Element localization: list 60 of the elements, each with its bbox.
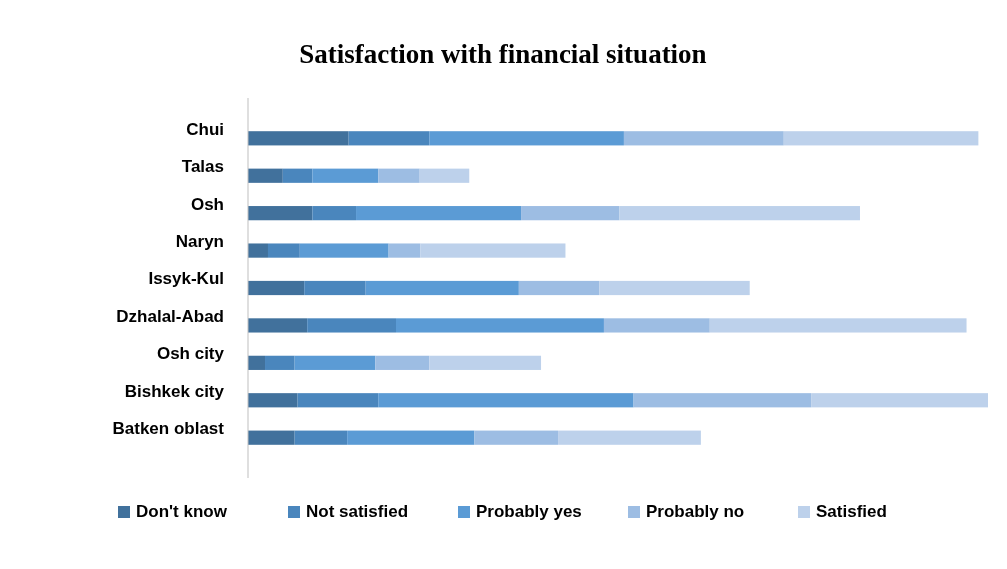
bar bbox=[265, 355, 295, 370]
y-tick-label: Bishkek city bbox=[124, 381, 225, 401]
bar bbox=[378, 393, 634, 408]
legend-label: Don't know bbox=[136, 502, 228, 522]
bar bbox=[558, 430, 701, 445]
y-tick-label: Naryn bbox=[175, 232, 224, 252]
bar bbox=[623, 131, 784, 146]
bar bbox=[248, 168, 283, 183]
bar bbox=[348, 131, 430, 146]
y-tick-label: Issyk-Kul bbox=[148, 269, 224, 289]
y-tick-label: Talas bbox=[181, 157, 224, 177]
legend-label: Satisfied bbox=[816, 502, 887, 522]
bar bbox=[347, 430, 475, 445]
legend-label: Probably yes bbox=[476, 502, 582, 522]
bar bbox=[299, 243, 389, 258]
bar bbox=[420, 243, 566, 258]
bar bbox=[248, 430, 295, 445]
bar bbox=[378, 168, 420, 183]
bar bbox=[375, 355, 430, 370]
bar bbox=[248, 393, 298, 408]
bar bbox=[474, 430, 559, 445]
bar bbox=[429, 355, 542, 370]
bar bbox=[521, 206, 620, 221]
bar bbox=[811, 393, 988, 408]
bar bbox=[419, 168, 470, 183]
bar bbox=[783, 131, 979, 146]
bar bbox=[365, 280, 519, 296]
bar bbox=[248, 355, 266, 370]
bar bbox=[248, 243, 268, 258]
bar bbox=[709, 318, 967, 333]
bar bbox=[356, 206, 522, 221]
bar bbox=[518, 280, 600, 296]
bar bbox=[619, 206, 860, 221]
bar bbox=[304, 280, 366, 296]
bar bbox=[388, 243, 421, 258]
legend-label: Probably no bbox=[646, 502, 745, 522]
bar bbox=[267, 243, 300, 258]
bar bbox=[599, 280, 750, 296]
bar bbox=[396, 318, 604, 333]
bar bbox=[294, 430, 348, 445]
y-tick-label: Chui bbox=[186, 119, 224, 139]
y-tick-label: Osh bbox=[190, 194, 224, 214]
bar bbox=[312, 206, 357, 221]
bar bbox=[248, 206, 313, 221]
bar bbox=[633, 393, 812, 408]
bar bbox=[603, 318, 710, 333]
y-tick-label: Dzhalal-Abad bbox=[116, 306, 224, 326]
chart-title: Satisfaction with financial situation bbox=[299, 39, 707, 69]
bar bbox=[294, 355, 376, 370]
y-tick-label: Osh city bbox=[156, 344, 225, 364]
bar bbox=[248, 318, 308, 333]
legend-label: Not satisfied bbox=[306, 502, 409, 522]
y-tick-label: Batken oblast bbox=[112, 419, 225, 439]
bar bbox=[312, 168, 379, 183]
bar bbox=[297, 393, 379, 408]
bar bbox=[248, 131, 349, 146]
bar bbox=[429, 131, 624, 146]
bar bbox=[282, 168, 313, 183]
bar bbox=[248, 280, 305, 296]
bar bbox=[307, 318, 396, 333]
